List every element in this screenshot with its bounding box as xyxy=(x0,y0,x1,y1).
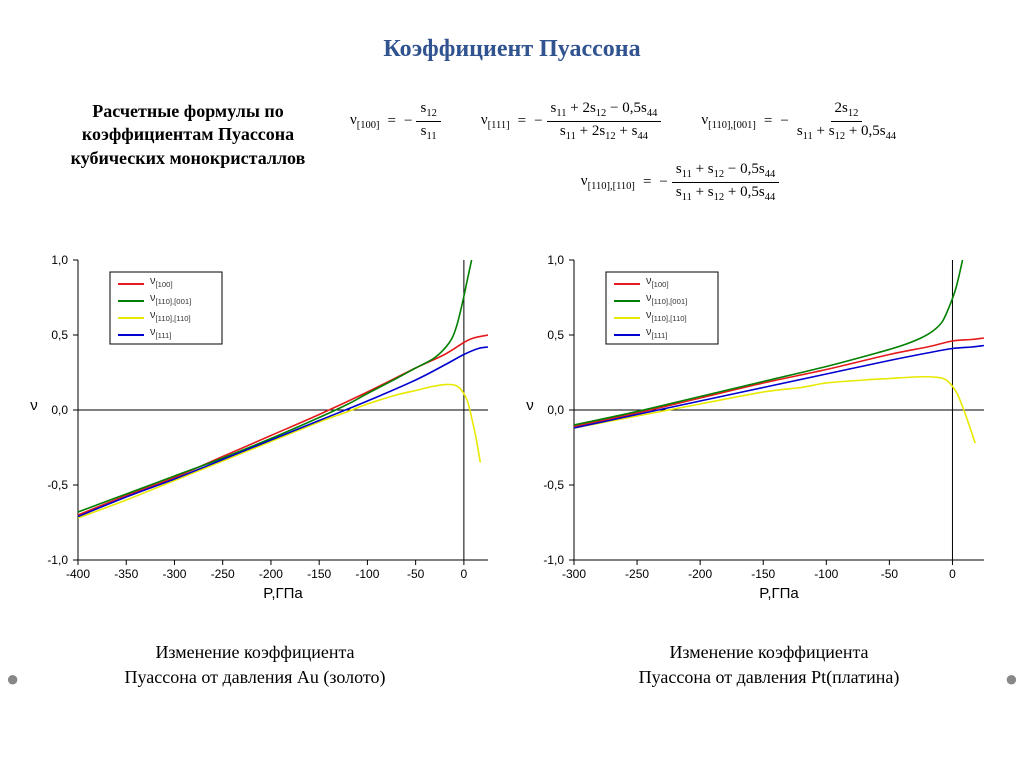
svg-text:1,0: 1,0 xyxy=(51,253,68,267)
caption-line-1: Изменение коэффициента xyxy=(155,642,354,662)
formula-nu-110-001: ν[110],[001] =− 2s12s11 + s12 + 0,5s44 xyxy=(701,100,900,143)
svg-text:-200: -200 xyxy=(259,567,283,581)
bullet-icon: ● xyxy=(1005,664,1018,695)
svg-text:-50: -50 xyxy=(881,567,899,581)
svg-text:ν: ν xyxy=(30,397,38,414)
svg-text:P,ГПа: P,ГПа xyxy=(263,585,303,602)
formula-nu-100: ν[100] =− s12s11 xyxy=(350,100,441,143)
caption-line-2: Пуассона от давления Au (золото) xyxy=(124,667,385,687)
formula-nu-111: ν[111] =− s11 + 2s12 − 0,5s44s11 + 2s12 … xyxy=(481,100,662,143)
svg-text:-50: -50 xyxy=(407,567,425,581)
svg-text:-250: -250 xyxy=(625,567,649,581)
svg-text:0: 0 xyxy=(949,567,956,581)
caption-au: ● Изменение коэффициента Пуассона от дав… xyxy=(20,640,490,690)
svg-text:-350: -350 xyxy=(114,567,138,581)
subtitle-line-3: кубических монокристаллов xyxy=(71,148,306,168)
caption-line-1: Изменение коэффициента xyxy=(669,642,868,662)
svg-text:-200: -200 xyxy=(688,567,712,581)
formula-lhs: ν[100] xyxy=(350,112,380,131)
svg-text:-150: -150 xyxy=(751,567,775,581)
formula-block: ν[100] =− s12s11 ν[111] =− s11 + 2s12 − … xyxy=(350,100,1010,204)
svg-text:0,0: 0,0 xyxy=(547,403,564,417)
svg-text:-250: -250 xyxy=(211,567,235,581)
subtitle: Расчетные формулы по коэффициентам Пуасс… xyxy=(38,100,338,170)
svg-text:-400: -400 xyxy=(66,567,90,581)
svg-text:0,5: 0,5 xyxy=(51,328,68,342)
page-title: Коэффициент Пуассона xyxy=(0,36,1024,63)
caption-line-2: Пуассона от давления Pt(платина) xyxy=(639,667,900,687)
svg-text:1,0: 1,0 xyxy=(547,253,564,267)
chart-au: -400 -350 -300 -250 -200 -150 -100 -50 0 -1,0 -0,5… xyxy=(20,250,508,605)
svg-text:-1,0: -1,0 xyxy=(47,553,68,567)
svg-text:-1,0: -1,0 xyxy=(543,553,564,567)
bullet-icon: ● xyxy=(6,664,19,695)
svg-text:0: 0 xyxy=(461,567,468,581)
svg-text:-0,5: -0,5 xyxy=(47,478,68,492)
chart-pt: -300 -250 -200 -150 -100 -50 0 -1,0 -0,5 0,0 0,5 1,… xyxy=(516,250,1004,605)
svg-text:-0,5: -0,5 xyxy=(543,478,564,492)
svg-text:-300: -300 xyxy=(562,567,586,581)
svg-text:-100: -100 xyxy=(355,567,379,581)
subtitle-line-2: коэффициентам Пуассона xyxy=(82,124,294,144)
svg-text:0,5: 0,5 xyxy=(547,328,564,342)
svg-text:ν: ν xyxy=(526,397,534,414)
formula-nu-110-110: ν[110],[110] =− s11 + s12 − 0,5s44s11 + … xyxy=(581,161,779,204)
subtitle-line-1: Расчетные формулы по xyxy=(92,101,284,121)
svg-text:-100: -100 xyxy=(814,567,838,581)
svg-text:-300: -300 xyxy=(162,567,186,581)
svg-text:-150: -150 xyxy=(307,567,331,581)
svg-text:P,ГПа: P,ГПа xyxy=(759,585,799,602)
caption-pt: Изменение коэффициента Пуассона от давле… xyxy=(534,640,1004,690)
svg-text:0,0: 0,0 xyxy=(51,403,68,417)
